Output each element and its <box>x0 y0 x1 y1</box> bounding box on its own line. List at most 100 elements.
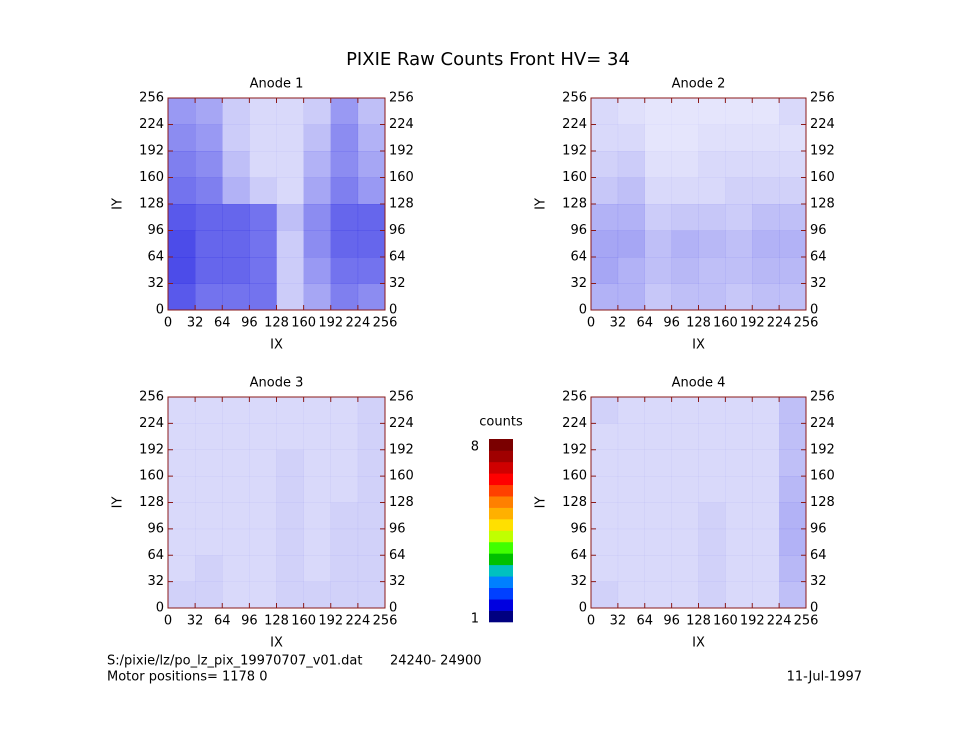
density-cell <box>591 581 619 609</box>
density-cell <box>303 502 331 530</box>
density-cell <box>249 397 277 424</box>
x-tick-label: 128 <box>686 316 711 331</box>
density-cell <box>276 257 304 284</box>
density-cell <box>591 283 619 311</box>
y-axis-label: IY <box>534 497 549 509</box>
density-cell <box>779 230 807 258</box>
x-tick-label: 64 <box>636 316 653 331</box>
colorbar-segment <box>489 507 513 520</box>
y-axis-label: IY <box>111 497 126 509</box>
x-tick-label: 64 <box>214 614 231 629</box>
y-tick-label: 32 <box>810 276 827 291</box>
density-cell <box>779 257 807 284</box>
y-tick-label: 128 <box>139 197 164 212</box>
density-cell <box>357 230 386 258</box>
density-cell <box>330 124 359 152</box>
density-cell <box>222 528 250 556</box>
density-cell <box>168 257 196 284</box>
density-cell <box>752 257 780 284</box>
density-cell <box>330 98 359 125</box>
y-tick-label: 224 <box>562 416 587 431</box>
density-cell <box>752 98 780 125</box>
x-tick-label: 192 <box>740 316 765 331</box>
density-cell <box>249 124 277 152</box>
x-tick-label: 0 <box>164 614 172 629</box>
colorbar-segment <box>489 610 513 623</box>
colorbar-segment <box>489 484 513 497</box>
y-tick-label: 192 <box>562 144 587 159</box>
density-cell <box>671 151 699 178</box>
density-cell <box>276 283 304 311</box>
density-cell <box>779 528 807 556</box>
y-tick-label: 32 <box>389 276 406 291</box>
density-cell <box>168 449 196 477</box>
density-cell <box>195 124 223 152</box>
density-cell <box>168 124 196 152</box>
density-cell <box>330 555 359 582</box>
density-cell <box>222 555 250 582</box>
density-cell <box>752 502 780 530</box>
density-cell <box>303 449 331 477</box>
x-tick-label: 224 <box>345 316 370 331</box>
colorbar-segment <box>489 496 513 508</box>
density-cell <box>779 397 807 424</box>
density-cell <box>168 555 196 582</box>
density-cell <box>617 177 645 205</box>
y-tick-label: 128 <box>389 197 414 212</box>
density-cell <box>671 124 699 152</box>
density-cell <box>752 177 780 205</box>
y-tick-label: 96 <box>389 223 406 238</box>
density-cell <box>195 423 223 450</box>
density-cell <box>249 502 277 530</box>
y-tick-label: 128 <box>139 495 164 510</box>
colorbar-segment <box>489 439 513 451</box>
density-cell <box>617 423 645 450</box>
density-cell <box>671 98 699 125</box>
density-cell <box>222 423 250 450</box>
x-tick-label: 192 <box>318 316 343 331</box>
density-cell <box>752 397 780 424</box>
density-cell <box>330 476 359 503</box>
density-cell <box>168 476 196 503</box>
density-cell <box>168 151 196 178</box>
density-cell <box>752 449 780 477</box>
density-cell <box>644 230 672 258</box>
colorbar-segment <box>489 553 513 566</box>
density-cell <box>644 124 672 152</box>
y-tick-label: 160 <box>389 170 414 185</box>
density-cell <box>330 528 359 556</box>
density-cell <box>591 98 619 125</box>
density-cell <box>725 528 753 556</box>
density-cell <box>249 476 277 503</box>
density-cell <box>591 151 619 178</box>
density-cell <box>222 581 250 609</box>
y-tick-label: 160 <box>139 170 164 185</box>
colorbar-segment <box>489 576 513 588</box>
colorbar-tick-label: 8 <box>471 440 479 455</box>
x-tick-label: 160 <box>713 316 738 331</box>
density-cell <box>725 449 753 477</box>
density-cell <box>779 423 807 450</box>
density-cell <box>168 204 196 231</box>
y-tick-label: 96 <box>810 223 827 238</box>
footer-file: S:/pixie/lz/po_lz_pix_19970707_v01.dat <box>107 654 362 669</box>
density-cell <box>644 151 672 178</box>
density-cell <box>222 151 250 178</box>
density-cell <box>330 581 359 609</box>
density-cell <box>671 257 699 284</box>
density-cell <box>222 257 250 284</box>
y-tick-label: 0 <box>389 303 397 318</box>
density-cell <box>644 98 672 125</box>
density-cell <box>276 397 304 424</box>
y-tick-label: 0 <box>579 601 587 616</box>
footer-range: 24240- 24900 <box>390 654 482 669</box>
x-tick-label: 160 <box>291 614 316 629</box>
density-cell <box>276 502 304 530</box>
density-cell <box>671 397 699 424</box>
density-cell <box>671 423 699 450</box>
density-cell <box>222 397 250 424</box>
density-cell <box>617 449 645 477</box>
density-cell <box>671 555 699 582</box>
density-cell <box>168 177 196 205</box>
density-cell <box>725 397 753 424</box>
